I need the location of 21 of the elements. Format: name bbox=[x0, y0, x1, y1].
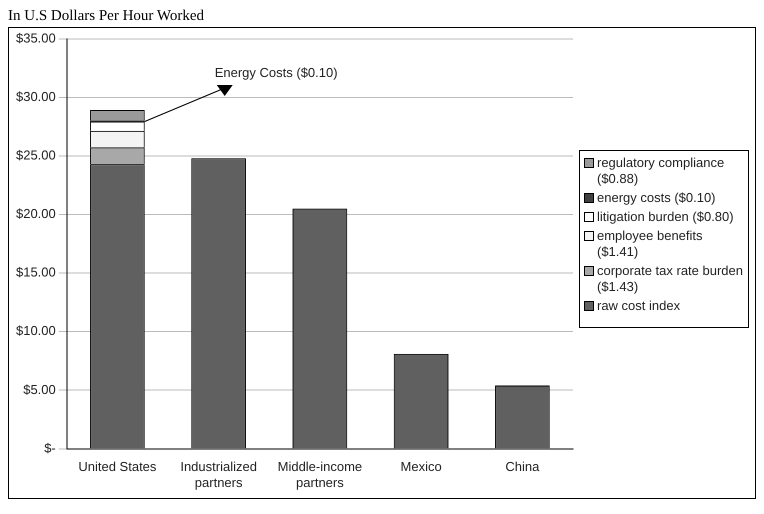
legend-label: raw cost index bbox=[597, 298, 680, 314]
y-tick-label: $15.00 bbox=[16, 264, 56, 280]
text: litigation burden ($0.80) bbox=[597, 209, 734, 225]
x-tick-label: Middle-income partners bbox=[278, 459, 362, 490]
y-tick-label: $5.00 bbox=[23, 382, 56, 397]
annotation: Energy Costs ($0.10) bbox=[214, 65, 338, 80]
legend-label: regulatory compliance ($0.88) bbox=[597, 155, 726, 187]
legend-label: energy costs ($0.10) bbox=[597, 190, 716, 206]
y-tick-label: $10.00 bbox=[16, 323, 56, 338]
chart-title: In U.S Dollars Per Hour Worked bbox=[8, 8, 205, 25]
y-tick-label: $30.00 bbox=[16, 88, 56, 104]
x-tick-label: China bbox=[505, 459, 540, 474]
legend-label: corporate tax rate burden ($1.43) bbox=[597, 263, 744, 295]
x-tick-label: United States bbox=[78, 459, 157, 474]
x-tick-label: Mexico bbox=[400, 459, 442, 474]
text: employee benefits ($1.41) bbox=[597, 228, 704, 260]
y-tick-label: $- bbox=[44, 440, 56, 456]
y-tick-label: $25.00 bbox=[16, 148, 56, 163]
x-tick-label: Industrialized partners bbox=[180, 459, 257, 490]
y-tick-label: $20.00 bbox=[16, 206, 56, 222]
y-tick-label: $35.00 bbox=[16, 30, 56, 46]
